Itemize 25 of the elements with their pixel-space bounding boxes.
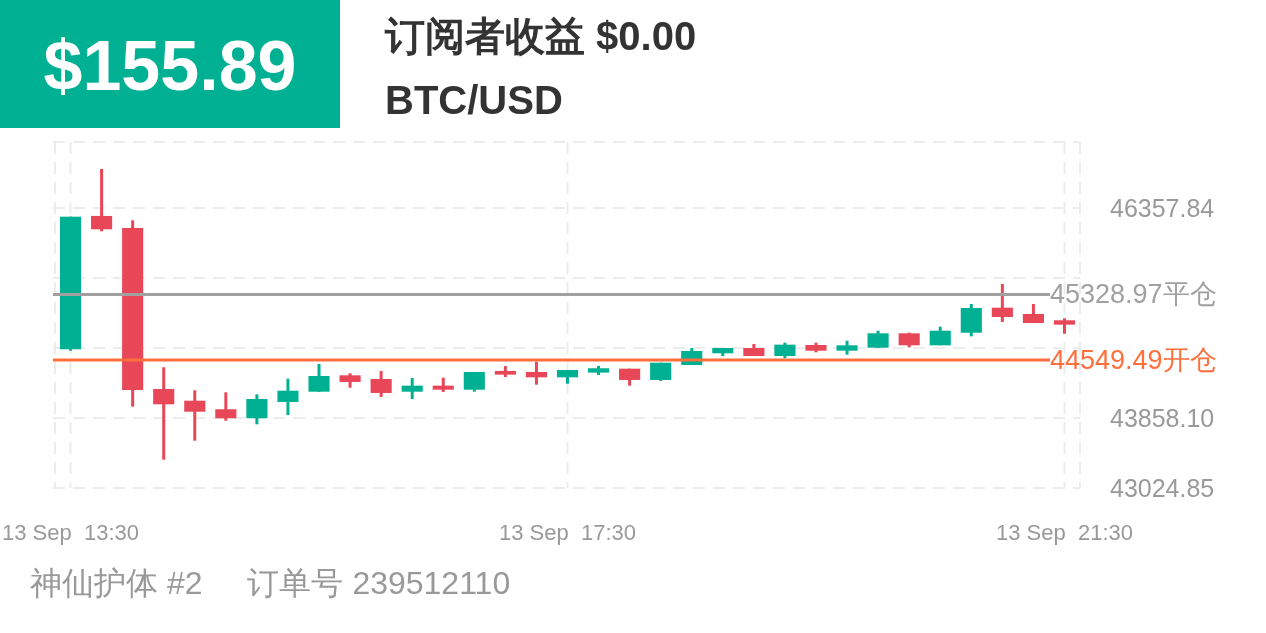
y-tick-label: 46357.84 bbox=[1110, 193, 1215, 222]
candlestick bbox=[991, 283, 1013, 322]
candlestick bbox=[1022, 303, 1044, 323]
candlestick bbox=[525, 361, 547, 385]
candlestick bbox=[184, 390, 206, 441]
candlestick bbox=[401, 378, 423, 400]
x-tick-label: 13 Sep 21:30 bbox=[995, 520, 1133, 545]
candlestick bbox=[91, 168, 113, 232]
candlestick bbox=[277, 378, 299, 415]
candlestick bbox=[370, 369, 392, 397]
candlestick bbox=[246, 394, 268, 425]
candlestick bbox=[308, 363, 330, 392]
candlestick bbox=[215, 392, 237, 421]
text: $155.89 bbox=[43, 27, 297, 105]
x-tick-label: 13 Sep 13:30 bbox=[2, 520, 140, 545]
y-tick-label: 43858.10 bbox=[1110, 403, 1215, 432]
candlestick bbox=[153, 367, 175, 460]
ref-line-label: 44549.49开仓 bbox=[1050, 344, 1217, 375]
chart-subtitle: BTC/USD bbox=[385, 78, 563, 122]
x-tick-label: 13 Sep 17:30 bbox=[498, 520, 637, 545]
text: 神仙护体 #2 bbox=[30, 565, 203, 601]
y-tick-label: 43024.85 bbox=[1110, 474, 1215, 502]
chart-title: 订阅者收益 $0.00 bbox=[384, 14, 697, 58]
text: 订单号 239512110 bbox=[247, 565, 511, 601]
ref-line-label: 45328.97平仓 bbox=[1050, 279, 1217, 310]
